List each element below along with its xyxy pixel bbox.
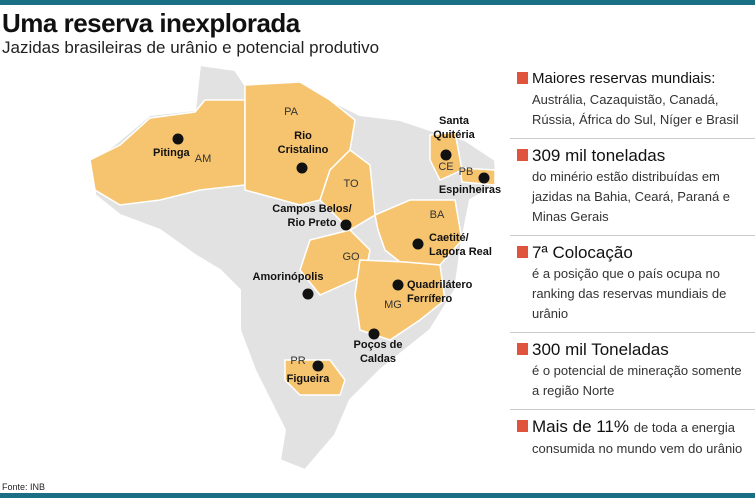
site-dot: [172, 133, 184, 145]
top-bar: [0, 0, 755, 5]
site-label: Santa: [439, 115, 470, 127]
state-label: GO: [342, 251, 360, 263]
fact-text: é o potencial de mineração somente: [532, 363, 742, 378]
site-label: Amorinópolis: [253, 271, 324, 283]
site-dot: [478, 172, 490, 184]
site-label: Campos Belos/: [272, 203, 351, 215]
fact-marker: [517, 149, 528, 161]
fact-marker: [517, 246, 528, 258]
fact-marker: [517, 343, 528, 355]
fact-heading: 7ª Colocação: [532, 243, 633, 262]
map: AM PA TO GO BA CE PB MG PR Pitinga Rio Cristalino Sa…: [89, 63, 501, 472]
site-dot: [302, 288, 314, 300]
fact-heading: 309 mil toneladas: [532, 146, 666, 165]
fact: 7ª Colocação é a posição que o país ocupa…: [510, 236, 755, 333]
fact-text: é a posição que o país ocupa no: [532, 266, 720, 281]
fact-heading: Mais de 11%: [532, 417, 630, 436]
site-label: Espinheiras: [439, 184, 501, 196]
fact-heading-row: Mais de 11% de toda a energia: [532, 416, 755, 439]
subtitle: Jazidas brasileiras de urânio e potencia…: [2, 38, 380, 57]
site-dot: [368, 328, 380, 340]
site-label: Rio Preto: [288, 217, 337, 229]
site-label: Caetité/: [429, 232, 469, 244]
source: Fonte: INB: [2, 482, 46, 492]
fact-heading-row: Maiores reservas mundiais:: [532, 68, 755, 90]
site-dot: [296, 162, 308, 174]
fact-heading-row: 309 mil toneladas: [532, 145, 755, 167]
state-label: PR: [290, 355, 305, 367]
site-label: Poços de: [354, 339, 403, 351]
fact: Maiores reservas mundiais: Austrália, Caz…: [510, 62, 755, 139]
state-pr: [284, 359, 346, 396]
title: Uma reserva inexplorada: [2, 8, 300, 38]
site-label: Cristalino: [278, 144, 329, 156]
fact-text: jazidas na Bahia, Ceará, Paraná e: [532, 189, 731, 204]
site-dot: [412, 238, 424, 250]
state-label: BA: [430, 209, 445, 221]
states: [89, 81, 496, 396]
facts: Maiores reservas mundiais: Austrália, Caz…: [510, 62, 755, 467]
site-label: Figueira: [287, 373, 331, 385]
fact-heading-row: 300 mil Toneladas: [532, 339, 755, 361]
fact-marker: [517, 72, 528, 84]
fact-text: Austrália, Cazaquistão, Canadá,: [532, 92, 719, 107]
state-label: TO: [343, 178, 359, 190]
site-label: Quitéria: [433, 129, 475, 141]
site-dot: [312, 360, 324, 372]
fact-text: a região Norte: [532, 383, 615, 398]
site-label: Ferrífero: [407, 293, 453, 305]
state-to: [319, 149, 376, 231]
state-label: AM: [195, 153, 212, 165]
fact-marker: [517, 420, 528, 432]
fact-text: de toda a energia: [633, 420, 735, 435]
state-label: CE: [438, 161, 453, 173]
site-label: Rio: [294, 130, 312, 142]
state-label: PA: [284, 106, 299, 118]
fact-text: Rússia, África do Sul, Níger e Brasil: [532, 112, 739, 127]
fact-text: urânio: [532, 306, 569, 321]
fact-text: do minério estão distribuídas em: [532, 169, 720, 184]
site-label: Caldas: [360, 353, 396, 365]
site-label: Lagora Real: [429, 246, 492, 258]
site-dot: [392, 279, 404, 291]
fact: 309 mil toneladas do minério estão distri…: [510, 139, 755, 236]
fact: Mais de 11% de toda a energia consumida n…: [510, 410, 755, 467]
fact-text: Minas Gerais: [532, 209, 609, 224]
site-dot: [340, 219, 352, 231]
state-label: PB: [459, 166, 474, 178]
fact-heading: 300 mil Toneladas: [532, 340, 669, 359]
fact-text: consumida no mundo vem do urânio: [532, 441, 743, 456]
site-label: Quadrilátero: [407, 279, 473, 291]
fact-text: ranking das reservas mundiais de: [532, 286, 727, 301]
fact-heading-row: 7ª Colocação: [532, 242, 755, 264]
bottom-bar: [0, 493, 755, 498]
site-label: Pitinga: [153, 147, 191, 159]
state-label: MG: [384, 299, 402, 311]
fact-heading: Maiores reservas mundiais:: [532, 70, 716, 87]
state-mg: [354, 259, 446, 341]
site-dot: [440, 149, 452, 161]
fact: 300 mil Toneladas é o potencial de minera…: [510, 333, 755, 410]
